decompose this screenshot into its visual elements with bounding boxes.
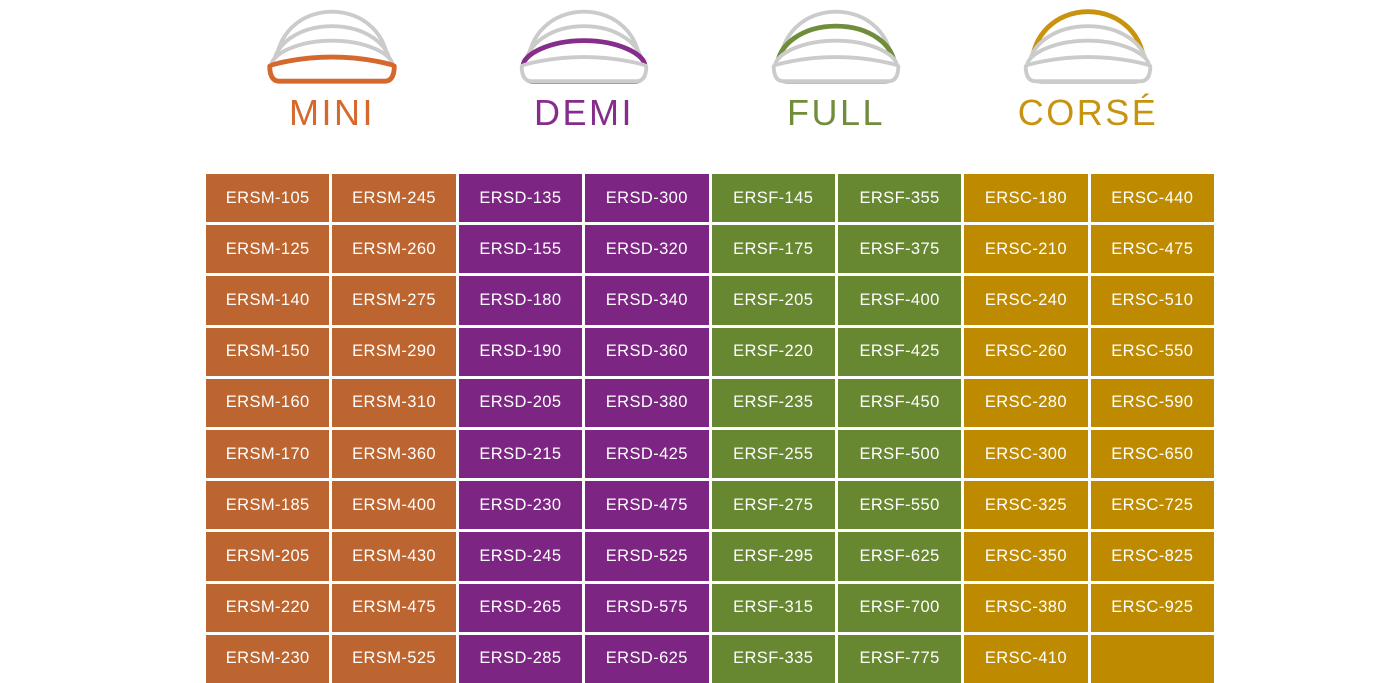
size-code-cell: ERSM-275 [332, 276, 456, 325]
size-code-cell: ERSF-335 [711, 634, 835, 683]
size-code-cell: ERSD-575 [585, 583, 709, 632]
size-code-cell: ERSF-500 [837, 430, 962, 479]
size-code-cell: ERSC-240 [964, 276, 1088, 325]
size-code-cell: ERSM-290 [332, 327, 456, 376]
size-code-cell: ERSC-475 [1090, 225, 1214, 274]
profile-group-mini: MINI [206, 0, 458, 133]
size-code-cell: ERSF-295 [711, 532, 835, 581]
size-code-cell: ERSF-775 [837, 634, 962, 683]
size-code-cell [1090, 634, 1214, 683]
size-code-cell: ERSM-125 [206, 225, 330, 274]
size-code-table: ERSM-105 ERSM-245 ERSD-135 ERSD-300 ERSF-145… [206, 174, 1214, 683]
profile-label-demi: DEMI [534, 92, 634, 133]
size-code-cell: ERSF-625 [837, 532, 962, 581]
profile-group-demi: DEMI [458, 0, 710, 133]
size-code-cell: ERSD-300 [585, 174, 709, 223]
size-code-cell: ERSF-275 [711, 481, 835, 530]
profile-label-mini: MINI [289, 92, 375, 133]
size-code-cell: ERSF-235 [711, 378, 835, 427]
size-code-cell: ERSM-140 [206, 276, 330, 325]
size-code-cell: ERSF-375 [837, 225, 962, 274]
size-code-cell: ERSM-260 [332, 225, 456, 274]
size-code-cell: ERSD-340 [585, 276, 709, 325]
profile-label-corse: CORSÉ [1017, 92, 1159, 133]
size-code-cell: ERSF-400 [837, 276, 962, 325]
size-code-cell: ERSC-925 [1090, 583, 1214, 632]
full-profile-icon [771, 9, 901, 84]
size-code-cell: ERSF-425 [837, 327, 962, 376]
size-code-cell: ERSF-145 [711, 174, 835, 223]
size-code-cell: ERSC-650 [1090, 430, 1214, 479]
profile-label-full: FULL [786, 92, 886, 133]
size-code-cell: ERSF-355 [837, 174, 962, 223]
profile-header-row: MINI DEMI FULL CORSÉ [206, 0, 1214, 133]
size-code-cell: ERSD-525 [585, 532, 709, 581]
profile-group-full: FULL [710, 0, 962, 133]
size-code-cell: ERSD-205 [458, 378, 583, 427]
size-code-cell: ERSC-210 [964, 225, 1088, 274]
size-code-cell: ERSC-410 [964, 634, 1088, 683]
size-code-cell: ERSD-215 [458, 430, 583, 479]
size-code-cell: ERSC-725 [1090, 481, 1214, 530]
size-code-cell: ERSM-105 [206, 174, 330, 223]
size-code-cell: ERSD-265 [458, 583, 583, 632]
size-code-cell: ERSD-155 [458, 225, 583, 274]
size-code-cell: ERSF-220 [711, 327, 835, 376]
size-code-cell: ERSD-380 [585, 378, 709, 427]
size-code-cell: ERSD-360 [585, 327, 709, 376]
size-code-cell: ERSD-245 [458, 532, 583, 581]
size-code-cell: ERSM-205 [206, 532, 330, 581]
size-code-cell: ERSC-825 [1090, 532, 1214, 581]
size-code-cell: ERSD-425 [585, 430, 709, 479]
size-code-cell: ERSF-450 [837, 378, 962, 427]
size-code-cell: ERSM-150 [206, 327, 330, 376]
size-code-cell: ERSC-440 [1090, 174, 1214, 223]
demi-profile-icon [519, 9, 649, 84]
size-code-cell: ERSD-230 [458, 481, 583, 530]
size-code-cell: ERSD-180 [458, 276, 583, 325]
size-code-cell: ERSM-525 [332, 634, 456, 683]
size-code-cell: ERSM-160 [206, 378, 330, 427]
size-code-cell: ERSC-260 [964, 327, 1088, 376]
size-code-cell: ERSC-550 [1090, 327, 1214, 376]
size-code-cell: ERSC-380 [964, 583, 1088, 632]
size-code-cell: ERSC-325 [964, 481, 1088, 530]
size-code-cell: ERSC-300 [964, 430, 1088, 479]
size-code-cell: ERSF-175 [711, 225, 835, 274]
size-code-cell: ERSM-245 [332, 174, 456, 223]
size-code-cell: ERSD-285 [458, 634, 583, 683]
size-code-cell: ERSF-550 [837, 481, 962, 530]
size-code-cell: ERSM-185 [206, 481, 330, 530]
size-code-cell: ERSF-700 [837, 583, 962, 632]
size-code-cell: ERSC-350 [964, 532, 1088, 581]
size-code-cell: ERSM-170 [206, 430, 330, 479]
size-code-cell: ERSD-475 [585, 481, 709, 530]
size-code-cell: ERSC-280 [964, 378, 1088, 427]
size-code-cell: ERSM-230 [206, 634, 330, 683]
profile-group-corse: CORSÉ [962, 0, 1214, 133]
size-code-cell: ERSD-135 [458, 174, 583, 223]
size-code-cell: ERSF-255 [711, 430, 835, 479]
corse-profile-icon [1023, 9, 1153, 84]
size-code-cell: ERSM-360 [332, 430, 456, 479]
size-code-cell: ERSM-220 [206, 583, 330, 632]
size-code-cell: ERSM-430 [332, 532, 456, 581]
size-code-cell: ERSD-625 [585, 634, 709, 683]
size-code-cell: ERSM-400 [332, 481, 456, 530]
size-code-cell: ERSD-190 [458, 327, 583, 376]
size-code-cell: ERSF-205 [711, 276, 835, 325]
size-code-cell: ERSF-315 [711, 583, 835, 632]
size-code-cell: ERSM-310 [332, 378, 456, 427]
mini-profile-icon [267, 9, 397, 84]
size-code-cell: ERSC-510 [1090, 276, 1214, 325]
size-code-cell: ERSM-475 [332, 583, 456, 632]
size-code-cell: ERSD-320 [585, 225, 709, 274]
size-code-cell: ERSC-180 [964, 174, 1088, 223]
size-code-cell: ERSC-590 [1090, 378, 1214, 427]
